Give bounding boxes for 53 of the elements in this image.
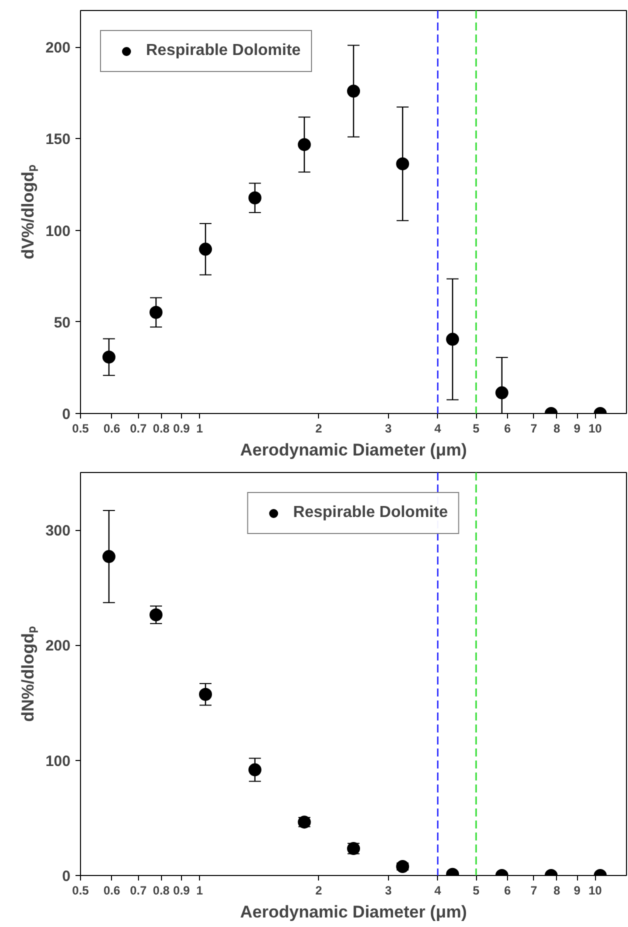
x-tick-label: 5 xyxy=(472,884,480,898)
point xyxy=(446,332,460,346)
x-tick-label: 9 xyxy=(574,884,581,898)
x-axis-title: Aerodynamic Diameter (μm) xyxy=(240,440,467,460)
point xyxy=(396,157,410,170)
x-tick-label: 0.9 xyxy=(173,422,190,436)
x-tick-label: 7 xyxy=(530,884,538,898)
point xyxy=(495,386,508,400)
y-tick-label: 0 xyxy=(62,406,70,423)
x-tick-label: 4 xyxy=(434,422,442,436)
y-tick-label: 300 xyxy=(45,522,71,540)
y-tick-label: 200 xyxy=(45,638,71,655)
x-tick-label: 10 xyxy=(588,422,602,436)
legend-label: Respirable Dolomite xyxy=(146,42,301,60)
x-tick-label: 3 xyxy=(384,422,392,436)
y-tick-label: 50 xyxy=(54,314,71,332)
x-tick-label: 1 xyxy=(196,884,204,898)
x-tick-label: 0.7 xyxy=(130,422,147,436)
x-tick-label: 0.9 xyxy=(173,884,190,898)
x-tick-label: 2 xyxy=(315,884,322,898)
x-tick-label: 8 xyxy=(554,884,561,898)
point xyxy=(198,242,212,256)
x-tick-label: 0.6 xyxy=(103,884,120,898)
point xyxy=(298,138,311,152)
x-axis-title: Aerodynamic Diameter (μm) xyxy=(240,902,467,922)
x-tick-label: 8 xyxy=(554,422,561,436)
x-tick-label: 5 xyxy=(472,422,480,436)
x-tick-label: 3 xyxy=(384,884,392,898)
y-tick-label: 0 xyxy=(62,868,70,885)
x-tick-label: 7 xyxy=(530,422,538,436)
point xyxy=(347,84,360,98)
x-tick-label: 0.6 xyxy=(103,422,120,436)
x-tick-label: 0.5 xyxy=(72,884,90,898)
y-tick-label: 150 xyxy=(45,131,71,148)
x-tick-label: 6 xyxy=(504,422,512,436)
x-tick-label: 2 xyxy=(315,422,322,436)
legend-label: Respirable Dolomite xyxy=(293,504,448,522)
x-tick-label: 0.8 xyxy=(152,884,170,898)
point xyxy=(150,306,163,319)
x-tick-label: 10 xyxy=(588,884,602,898)
y-axis-title: dN%/dlogdₚ xyxy=(18,626,38,722)
y-tick-label: 100 xyxy=(45,222,71,240)
x-tick-label: 4 xyxy=(434,884,442,898)
x-tick-label: 1 xyxy=(196,422,204,436)
point xyxy=(248,191,262,204)
x-tick-label: 0.5 xyxy=(72,422,90,436)
x-tick-label: 6 xyxy=(504,884,512,898)
x-tick-label: 0.7 xyxy=(130,884,147,898)
y-axis-title: dV%/dlogdₚ xyxy=(18,164,38,260)
y-tick-label: 100 xyxy=(45,752,71,770)
y-tick-label: 200 xyxy=(45,40,71,57)
x-tick-label: 9 xyxy=(574,422,581,436)
x-tick-label: 0.8 xyxy=(152,422,170,436)
